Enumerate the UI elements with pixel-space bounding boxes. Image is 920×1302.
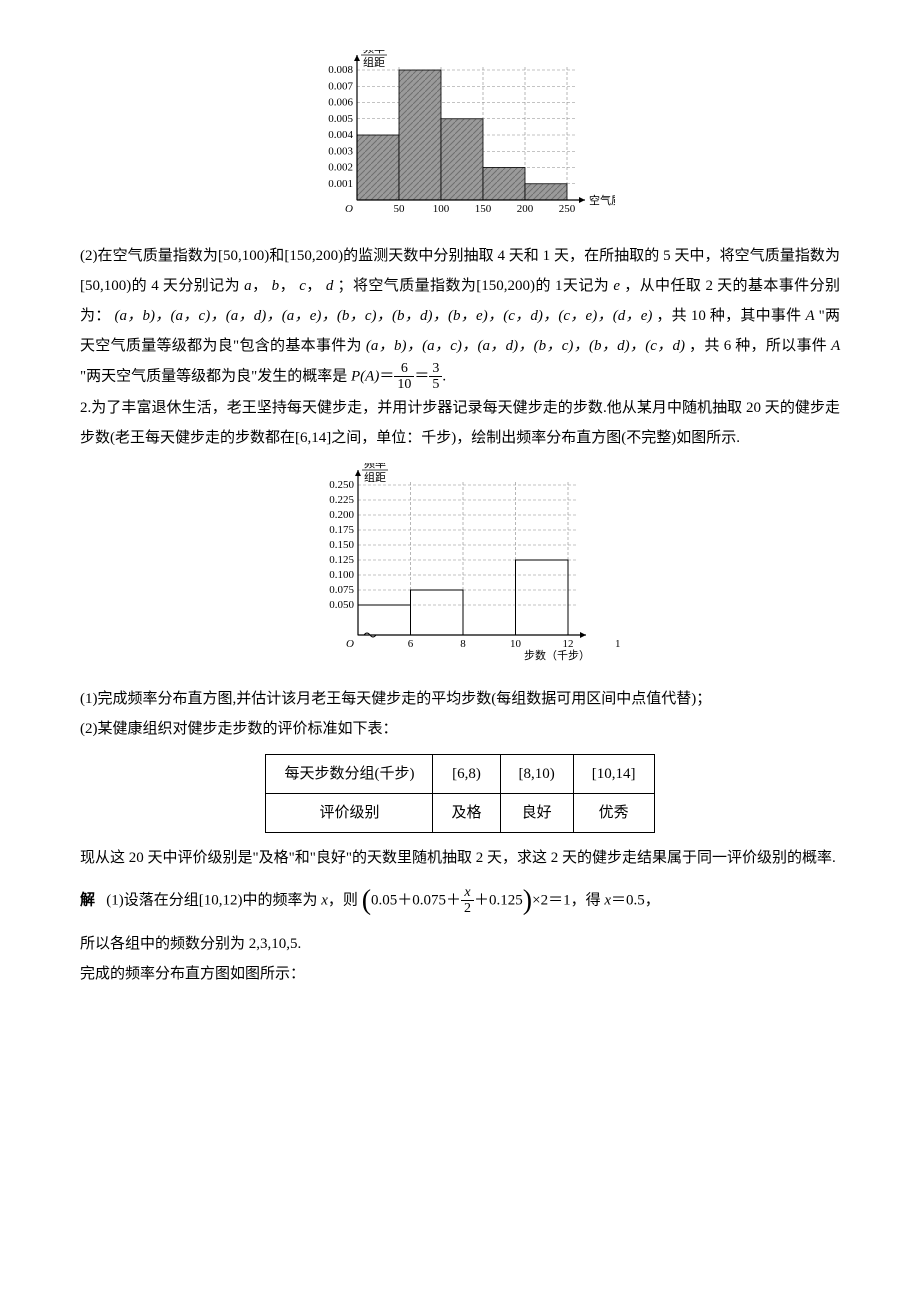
svg-text:250: 250 bbox=[559, 203, 576, 215]
table-cell: 良好 bbox=[500, 793, 573, 832]
table-cell: [8,10) bbox=[500, 754, 573, 793]
question-2-part1: (1)完成频率分布直方图,并估计该月老王每天健步走的平均步数(每组数据可用区间中… bbox=[80, 684, 840, 714]
expr: 0.05＋0.075＋ bbox=[371, 892, 461, 908]
table-cell: 优秀 bbox=[573, 793, 654, 832]
question-2-part2: (2)某健康组织对健步走步数的评价标准如下表： bbox=[80, 714, 840, 744]
frac-6-10: 610 bbox=[394, 361, 414, 393]
histogram-steps: 0.050 0.075 0.100 0.125 0.150 0.175 0.200 0.225… bbox=[80, 463, 840, 674]
var-d: d bbox=[326, 278, 334, 294]
svg-text:空气质量指数(μg/m³): 空气质量指数(μg/m³) bbox=[589, 193, 615, 207]
svg-text:50: 50 bbox=[394, 203, 406, 215]
svg-text:200: 200 bbox=[517, 203, 534, 215]
chart1-svg: 0.001 0.002 0.003 0.004 0.005 0.006 0.007 0.008… bbox=[305, 50, 615, 220]
table-row: 每天步数分组(千步) [6,8) [8,10) [10,14] bbox=[266, 754, 654, 793]
var-x: x bbox=[321, 892, 328, 908]
table-row: 评价级别 及格 良好 优秀 bbox=[266, 793, 654, 832]
svg-text:0.001: 0.001 bbox=[328, 178, 353, 190]
table-cell: 评价级别 bbox=[266, 793, 433, 832]
svg-text:0.006: 0.006 bbox=[328, 97, 353, 109]
left-paren-icon: ( bbox=[362, 885, 371, 916]
expr: ＝0.5， bbox=[611, 892, 660, 908]
svg-text:频率: 频率 bbox=[364, 463, 386, 470]
svg-text:O: O bbox=[346, 638, 354, 650]
svg-text:0.002: 0.002 bbox=[328, 162, 353, 174]
chart2-svg: 0.050 0.075 0.100 0.125 0.150 0.175 0.200 0.225… bbox=[300, 463, 620, 663]
svg-text:0.175: 0.175 bbox=[329, 524, 354, 536]
var-a: a bbox=[244, 278, 252, 294]
svg-text:0.005: 0.005 bbox=[328, 113, 353, 125]
svg-text:14: 14 bbox=[615, 638, 620, 650]
svg-text:100: 100 bbox=[433, 203, 450, 215]
svg-text:0.225: 0.225 bbox=[329, 494, 354, 506]
svg-text:频率: 频率 bbox=[363, 50, 385, 55]
svg-text:0.004: 0.004 bbox=[328, 129, 353, 141]
events-list-2: (a，b)，(a，c)，(a，d)，(b，c)，(b，d)，(c，d) bbox=[366, 338, 685, 354]
var-c: c bbox=[299, 278, 306, 294]
solution-line-3: 完成的频率分布直方图如图所示： bbox=[80, 959, 840, 989]
table-cell: 及格 bbox=[433, 793, 500, 832]
evaluation-table: 每天步数分组(千步) [6,8) [8,10) [10,14] 评价级别 及格 … bbox=[265, 754, 654, 833]
svg-text:0.150: 0.150 bbox=[329, 539, 354, 551]
svg-text:0.050: 0.050 bbox=[329, 599, 354, 611]
svg-text:步数（千步）: 步数（千步） bbox=[524, 649, 590, 662]
var-e: e bbox=[613, 278, 620, 294]
solution-label: 解 bbox=[80, 892, 95, 908]
svg-text:0.250: 0.250 bbox=[329, 479, 354, 491]
svg-text:0.075: 0.075 bbox=[329, 584, 354, 596]
svg-text:0.100: 0.100 bbox=[329, 569, 354, 581]
expr: ＋0.125 bbox=[474, 892, 523, 908]
svg-text:组距: 组距 bbox=[364, 470, 386, 484]
solution-line-1: 解 (1)设落在分组[10,12)中的频率为 x，则 (0.05＋0.075＋x… bbox=[80, 873, 840, 929]
table-cell: [6,8) bbox=[433, 754, 500, 793]
svg-text:组距: 组距 bbox=[363, 55, 385, 69]
table-cell: [10,14] bbox=[573, 754, 654, 793]
var-x2: x bbox=[604, 892, 611, 908]
question-2-intro: 2.为了丰富退休生活，老王坚持每天健步走，并用计步器记录每天健步走的步数.他从某… bbox=[80, 393, 840, 453]
svg-text:12: 12 bbox=[563, 638, 574, 650]
svg-text:0.007: 0.007 bbox=[328, 80, 353, 92]
text: ，共 10 种，其中事件 bbox=[656, 308, 805, 324]
right-paren-icon: ) bbox=[523, 885, 532, 916]
expr: ×2＝1，得 bbox=[532, 892, 604, 908]
svg-text:6: 6 bbox=[408, 638, 414, 650]
svg-text:0.200: 0.200 bbox=[329, 509, 354, 521]
histogram-air-quality: 0.001 0.002 0.003 0.004 0.005 0.006 0.007 0.008… bbox=[80, 50, 840, 231]
solution-line-2: 所以各组中的频数分别为 2,3,10,5. bbox=[80, 929, 840, 959]
prob-PA: P(A) bbox=[351, 368, 379, 384]
svg-text:O: O bbox=[345, 203, 353, 215]
table-cell: 每天步数分组(千步) bbox=[266, 754, 433, 793]
events-list-1: (a，b)，(a，c)，(a，d)，(a，e)，(b，c)，(b，d)，(b，e… bbox=[115, 308, 653, 324]
svg-text:0.003: 0.003 bbox=[328, 145, 353, 157]
svg-text:0.008: 0.008 bbox=[328, 64, 353, 76]
text: ；将空气质量指数为[150,200)的 1天记为 bbox=[338, 278, 614, 294]
text: "两天空气质量等级都为良"发生的概率是 bbox=[80, 368, 351, 384]
svg-text:0.125: 0.125 bbox=[329, 554, 354, 566]
svg-text:8: 8 bbox=[460, 638, 466, 650]
text: ，共 6 种，所以事件 bbox=[689, 338, 831, 354]
var-A2: A bbox=[831, 338, 840, 354]
var-A: A bbox=[805, 308, 814, 324]
text: ，则 bbox=[328, 892, 358, 908]
frac-3-5: 35 bbox=[429, 361, 442, 393]
frac-x-2: x2 bbox=[461, 885, 474, 917]
svg-text:150: 150 bbox=[475, 203, 492, 215]
svg-text:10: 10 bbox=[510, 638, 522, 650]
text: (1)设落在分组[10,12)中的频率为 bbox=[106, 892, 321, 908]
question-2-after: 现从这 20 天中评价级别是"及格"和"良好"的天数里随机抽取 2 天，求这 2… bbox=[80, 843, 840, 873]
paragraph-2: (2)在空气质量指数为[50,100)和[150,200)的监测天数中分别抽取 … bbox=[80, 241, 840, 393]
